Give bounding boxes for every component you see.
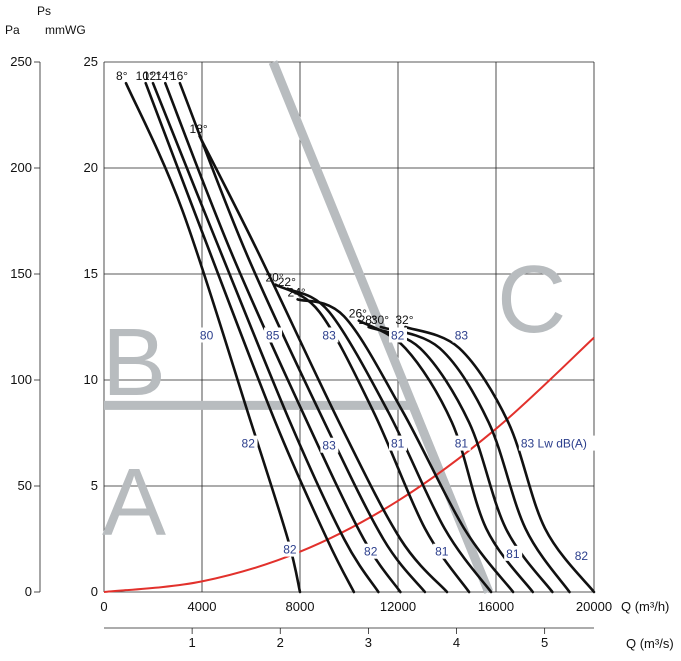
mmwg-tick-label: 10 xyxy=(84,372,98,387)
fan-curve-10deg xyxy=(144,81,356,594)
sound-level-label: 83 Lw dB(A) xyxy=(521,437,587,451)
x-tick-label-m3s: 3 xyxy=(365,635,372,650)
x-tick-label-m3h: 20000 xyxy=(576,599,612,614)
sound-level-label: 83 xyxy=(455,328,469,342)
sound-label-bg xyxy=(239,435,258,451)
x-tick-label-m3h: 0 xyxy=(100,599,107,614)
pa-tick-label: 200 xyxy=(10,160,32,175)
pa-tick-label: 100 xyxy=(10,372,32,387)
mmwg-tick-label: 0 xyxy=(91,584,98,599)
fan-curve-32deg xyxy=(404,325,596,594)
fan-curve-18deg xyxy=(198,134,449,594)
sound-label-bg xyxy=(572,547,591,563)
pa-tick-label: 0 xyxy=(25,584,32,599)
sound-label-bg xyxy=(362,543,381,559)
sound-level-label: 83 xyxy=(322,439,336,453)
blade-angle-label: 16° xyxy=(170,69,188,83)
sound-label-bg xyxy=(389,435,407,451)
sound-label-bg xyxy=(320,437,339,453)
y-label-mmwg: mmWG xyxy=(45,23,86,37)
sound-level-label: 81 xyxy=(506,547,520,561)
fan-curve-14deg xyxy=(164,81,402,594)
zone-label-b: B xyxy=(102,309,166,416)
blade-angle-label: 20° xyxy=(266,271,284,285)
x-tick-label-m3h: 8000 xyxy=(286,599,315,614)
sound-label-bg xyxy=(320,327,339,343)
y-label-ps: Ps xyxy=(37,4,51,18)
y-label-pa: Pa xyxy=(5,23,20,37)
sound-level-label: 82 xyxy=(283,543,297,557)
x-tick-label-m3s: 2 xyxy=(277,635,284,650)
pa-tick-label: 150 xyxy=(10,266,32,281)
blade-angle-label: 22° xyxy=(278,275,296,289)
fan-curve-8deg xyxy=(124,81,302,594)
mmwg-tick-label: 15 xyxy=(84,266,98,281)
sound-level-label: 82 xyxy=(391,328,405,342)
fan-curve-22deg xyxy=(286,287,493,594)
sound-level-label: 85 xyxy=(266,328,280,342)
blade-angle-label: 26° xyxy=(349,307,367,321)
blade-angle-label: 18° xyxy=(190,122,208,136)
sound-level-label: 81 xyxy=(435,545,449,559)
x-tick-label-m3s: 1 xyxy=(189,635,196,650)
sound-level-label: 82 xyxy=(364,545,378,559)
sound-level-label: 83 xyxy=(322,328,336,342)
mmwg-tick-label: 25 xyxy=(84,54,98,69)
sound-level-label: 82 xyxy=(242,437,256,451)
fan-curve-30deg xyxy=(379,325,571,594)
sound-label-bg xyxy=(433,543,452,559)
blade-angle-label: 30° xyxy=(371,313,389,327)
sound-label-bg xyxy=(452,327,471,343)
sound-level-label: 80 xyxy=(200,328,214,342)
sound-level-label: 82 xyxy=(575,549,589,563)
x-axis-label-m3s: Q (m³/s) xyxy=(626,636,674,651)
mmwg-tick-label: 5 xyxy=(91,478,98,493)
system-curve-line xyxy=(103,336,595,593)
x-tick-label-m3s: 4 xyxy=(453,635,460,650)
x-tick-label-m3h: 12000 xyxy=(380,599,416,614)
fan-curve-16deg xyxy=(178,81,427,594)
fan-curve-12deg xyxy=(151,81,380,594)
sound-label-bg xyxy=(197,327,216,343)
x-tick-label-m3h: 16000 xyxy=(478,599,514,614)
sound-label-bg xyxy=(504,545,523,561)
mmwg-tick-label: 20 xyxy=(84,160,98,175)
blade-angle-label: 14° xyxy=(155,69,173,83)
blade-angle-label: 10° xyxy=(136,69,154,83)
sound-level-label: 81 xyxy=(391,437,405,451)
blade-angle-label: 8° xyxy=(116,69,128,83)
sound-label-bg xyxy=(264,327,283,343)
sound-label-bg xyxy=(389,327,407,343)
pa-tick-label: 250 xyxy=(10,54,32,69)
sound-level-label: 81 xyxy=(455,437,469,451)
x-tick-label-m3s: 5 xyxy=(541,635,548,650)
x-tick-label-m3h: 4000 xyxy=(188,599,217,614)
blade-angle-label: 28° xyxy=(359,313,377,327)
zone-label-c: C xyxy=(497,246,566,353)
blade-angle-label: 24° xyxy=(288,285,306,299)
blade-angle-label: 32° xyxy=(395,313,413,327)
sound-label-bg xyxy=(281,541,300,557)
x-axis-label-m3h: Q (m³/h) xyxy=(621,599,669,614)
pa-tick-label: 50 xyxy=(18,478,32,493)
zone-label-a: A xyxy=(102,449,166,556)
sound-label-bg xyxy=(518,435,600,451)
blade-angle-label: 12° xyxy=(143,69,161,83)
sound-label-bg xyxy=(452,435,471,451)
fan-curve-24deg xyxy=(296,298,515,594)
